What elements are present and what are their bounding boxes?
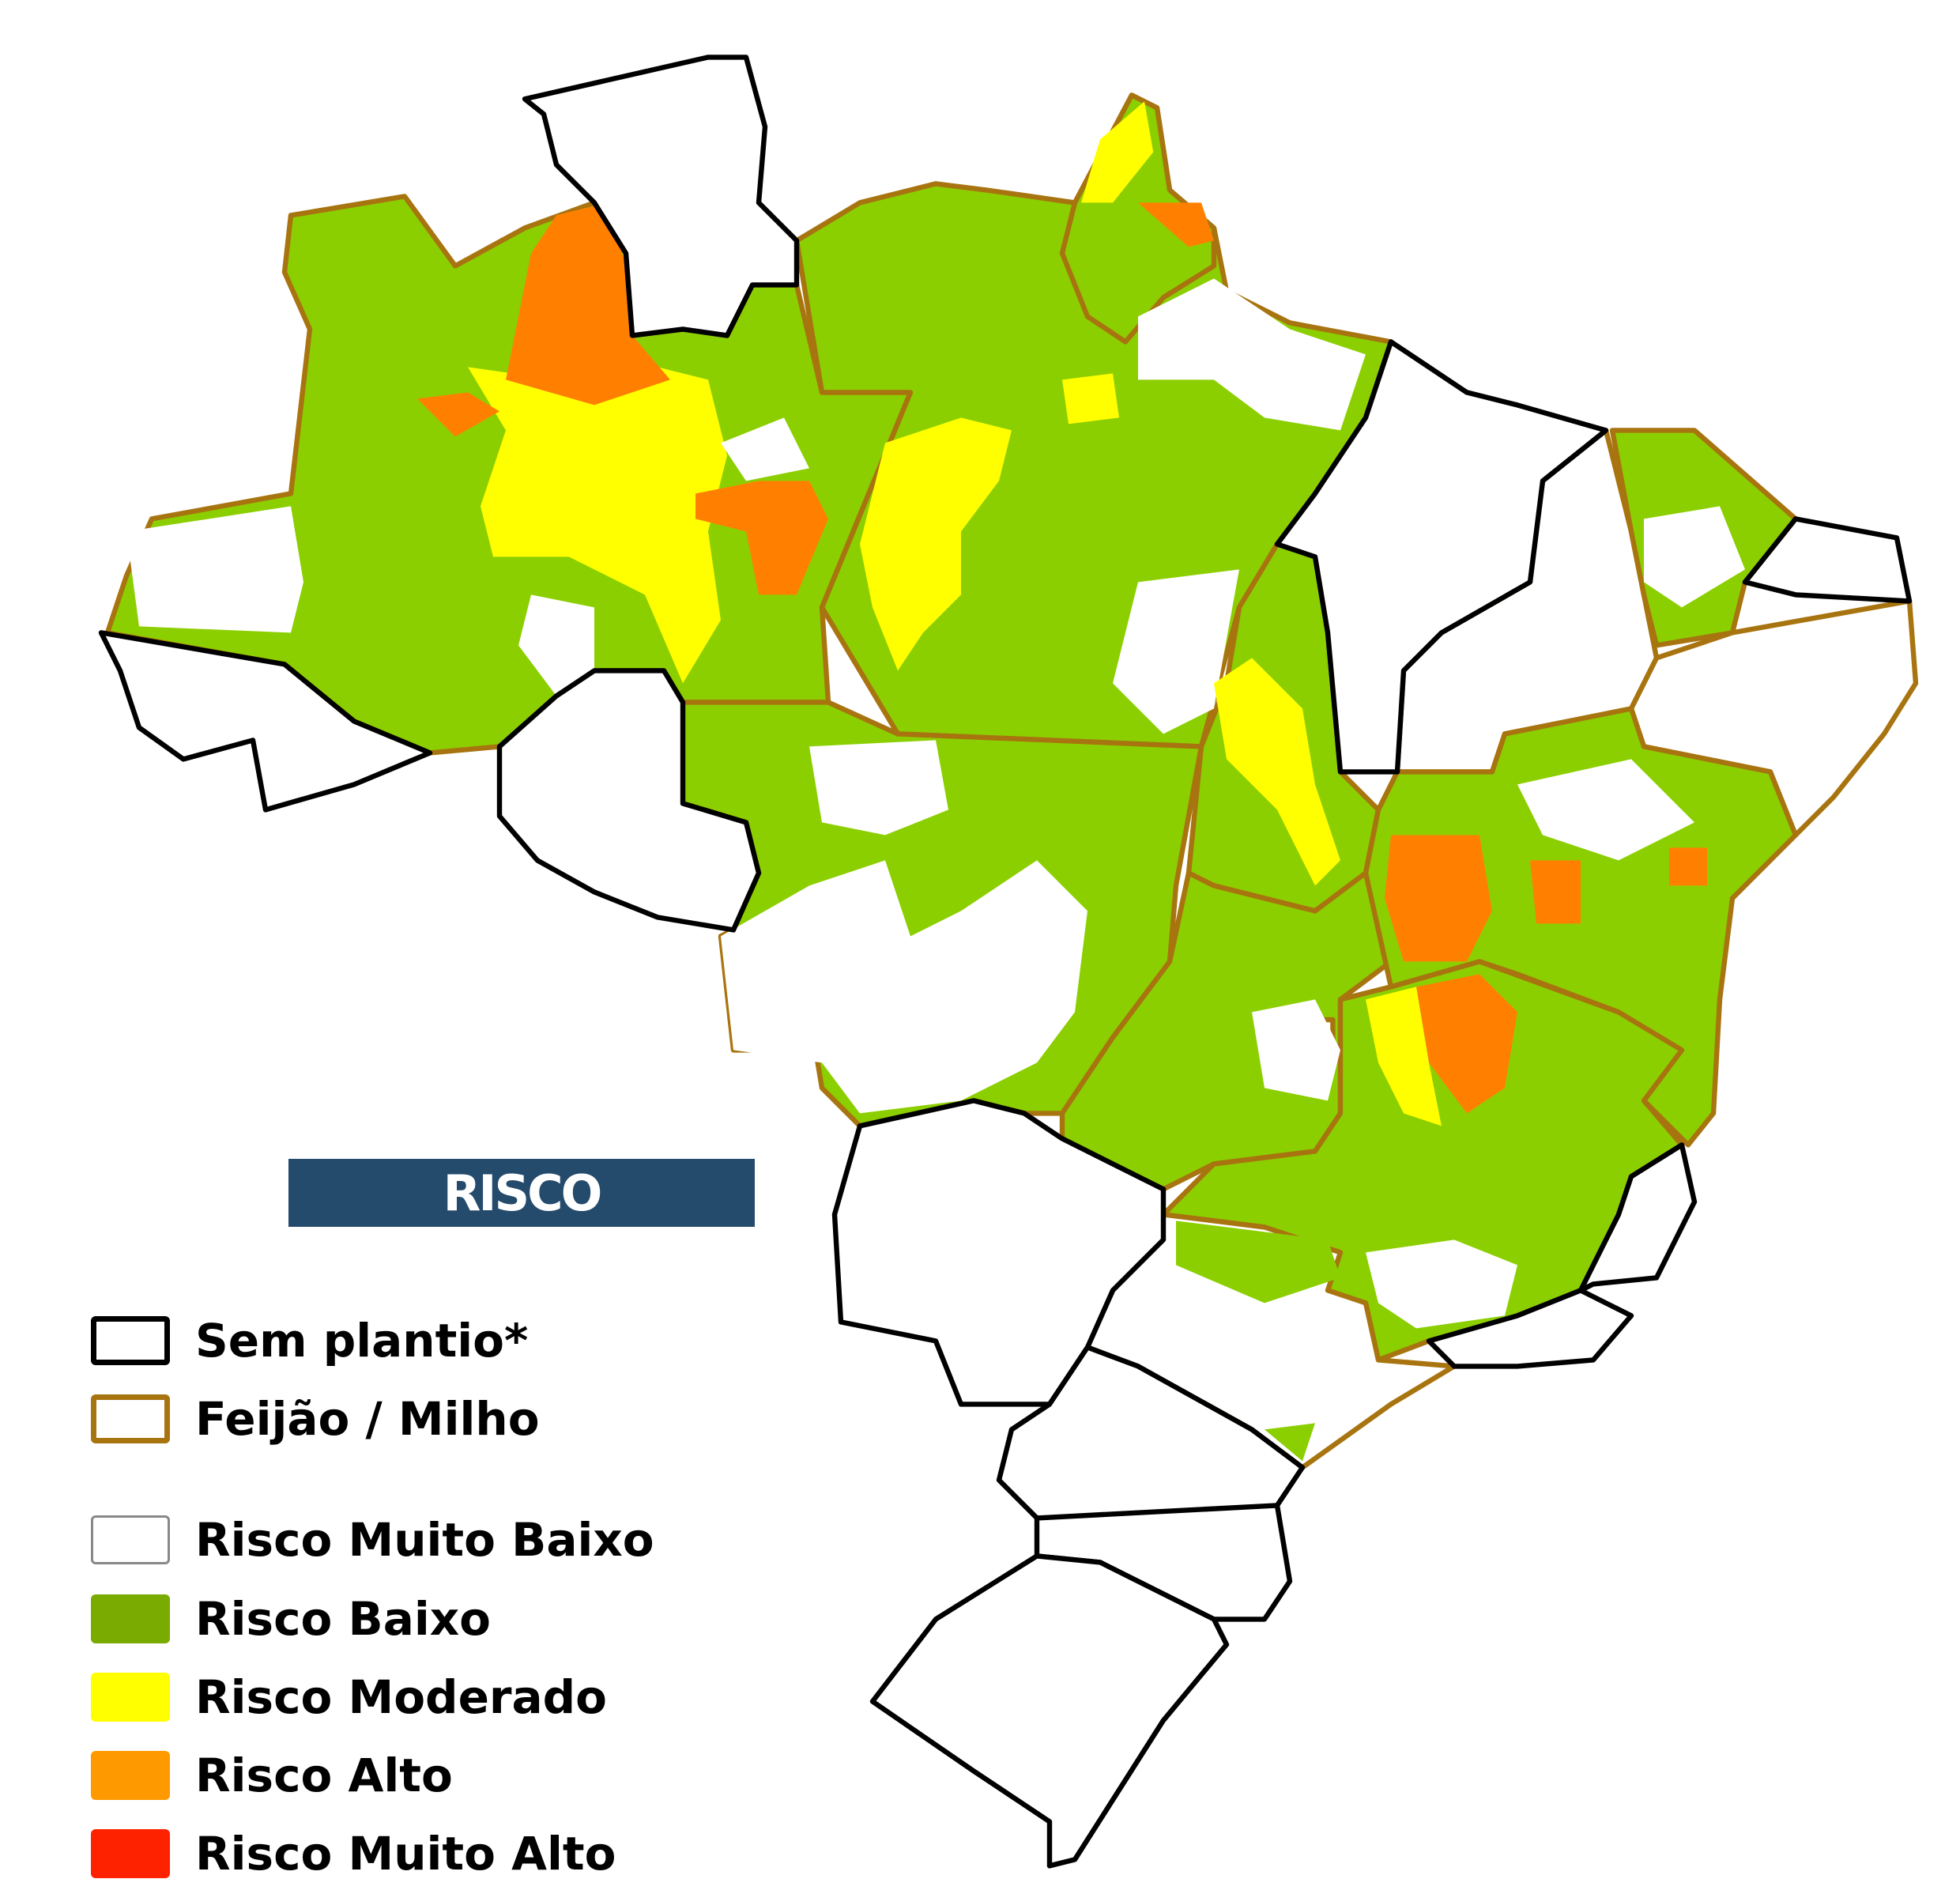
patch-muito-baixo-amazonas (126, 506, 303, 633)
patch-alto-bahia-2 (1530, 860, 1581, 924)
legend-swatch-muito-alto (91, 1829, 170, 1878)
patch-muito-baixo-mt (721, 860, 1087, 1114)
legend-label: Risco Muito Alto (195, 1827, 616, 1881)
legend-swatch-baixo (91, 1594, 170, 1643)
patch-alto-amazonas-north (506, 202, 670, 406)
patch-moderado-tocantins (1214, 658, 1340, 886)
legend-label: Risco Baixo (195, 1592, 491, 1646)
patch-muito-baixo-amazonas-3 (721, 417, 809, 481)
patch-alto-bahia (1385, 835, 1492, 962)
patch-moderado-amapa (1081, 101, 1154, 203)
legend-item-muito-alto: Risco Muito Alto (91, 1827, 616, 1881)
legend-label: Sem plantio* (195, 1314, 529, 1368)
patch-moderado-para-2 (1062, 373, 1119, 424)
patch-muito-baixo-mt-2 (809, 740, 948, 836)
patch-muito-baixo-ceara (1644, 506, 1745, 608)
legend-item-sem-plantio: Sem plantio* (91, 1314, 528, 1368)
legend-item-muito-baixo: Risco Muito Baixo (91, 1513, 654, 1567)
patch-muito-baixo-goias (1252, 999, 1340, 1101)
patch-moderado-minas (1366, 987, 1442, 1126)
patch-muito-baixo-para-2 (1113, 569, 1239, 734)
patch-moderado-para (860, 417, 1012, 671)
legend-item-feijao-milho: Feijão / Milho (91, 1392, 540, 1446)
patch-baixo-sp (1176, 1221, 1340, 1304)
patch-alto-amazonas-east (695, 481, 828, 595)
state-acre (98, 630, 433, 813)
legend-item-moderado: Risco Moderado (91, 1670, 607, 1724)
legend-item-baixo: Risco Baixo (91, 1592, 491, 1646)
state-maranhao (1274, 339, 1609, 775)
state-mato-grosso-do-sul (831, 1098, 1167, 1407)
state-rio-grande-do-norte (1742, 516, 1913, 604)
legend-swatch-muito-baixo (91, 1515, 170, 1564)
state-espirito-santo (1577, 1142, 1698, 1293)
sem-plantio-states (98, 55, 1913, 1869)
legend-swatch-feijao-milho (91, 1394, 170, 1443)
legend-label: Risco Alto (195, 1749, 453, 1802)
state-roraima (522, 55, 800, 338)
legend-swatch-moderado (91, 1673, 170, 1722)
patch-alto-bahia-3 (1669, 847, 1707, 886)
patch-muito-baixo-bahia (1517, 759, 1694, 861)
legend-swatch-alto (91, 1751, 170, 1800)
state-rio-grande-do-sul (869, 1553, 1230, 1869)
legend-item-alto: Risco Alto (91, 1749, 453, 1802)
state-rio-de-janeiro (1426, 1288, 1634, 1369)
legend-label: Feijão / Milho (195, 1392, 540, 1446)
legend-label: Risco Muito Baixo (195, 1513, 654, 1567)
state-rondonia (496, 668, 762, 933)
legend-title: RISCO (288, 1159, 755, 1227)
patch-muito-baixo-para (1138, 278, 1366, 431)
patch-alto-amapa (1138, 202, 1214, 247)
patch-baixo-sp-2 (1265, 1423, 1315, 1462)
risk-patches (126, 101, 1745, 1462)
patch-alto-amazonas-west (417, 392, 499, 437)
legend-label: Risco Moderado (195, 1670, 608, 1724)
patch-moderado-amazonas (468, 367, 727, 684)
patch-muito-baixo-amazonas-2 (518, 594, 594, 696)
legend-swatch-sem-plantio (91, 1316, 170, 1365)
patch-muito-baixo-minas (1366, 1239, 1517, 1329)
patch-alto-minas (1416, 974, 1517, 1114)
